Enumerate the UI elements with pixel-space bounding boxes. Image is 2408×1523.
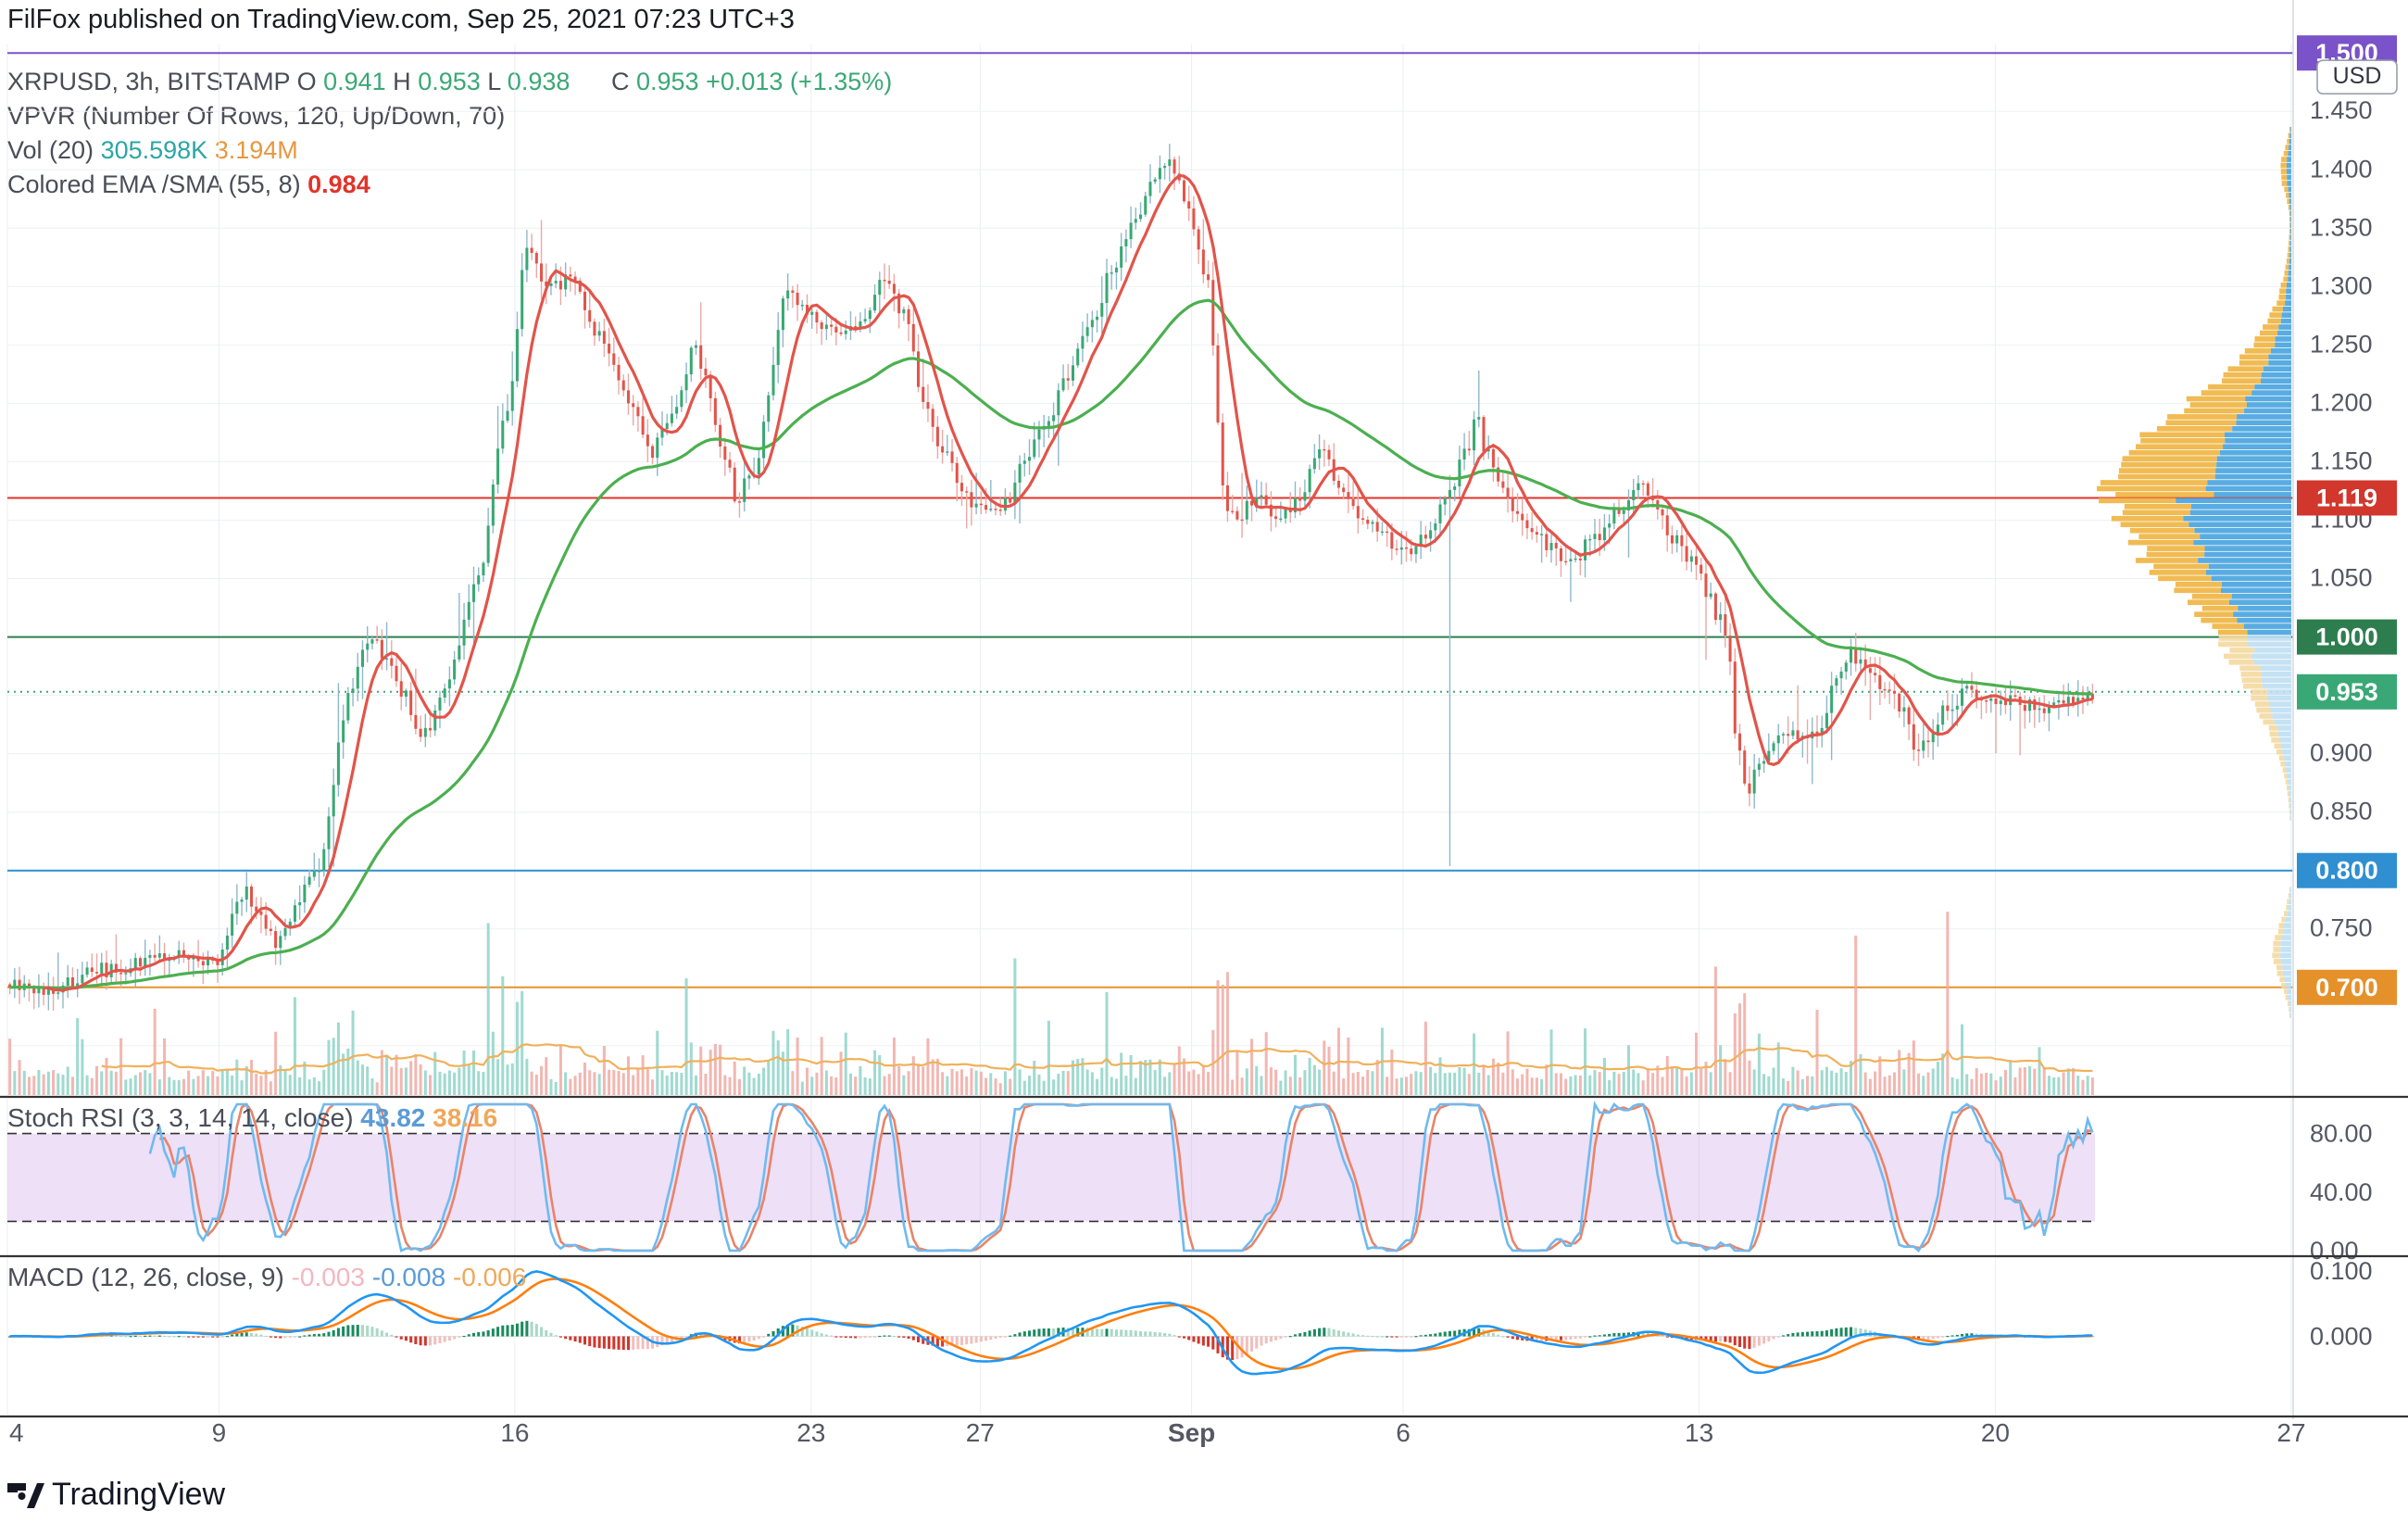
svg-text:XRPUSD, 3h, BITSTAMP O 0.941: XRPUSD, 3h, BITSTAMP O 0.941 H 0.953 L 0… [7,68,570,95]
svg-text:Sep: Sep [1168,1418,1215,1447]
svg-text:40.00: 40.00 [2310,1178,2373,1206]
svg-text:0.000: 0.000 [2310,1323,2373,1351]
svg-text:Vol (20) 305.598K 3.194M: Vol (20) 305.598K 3.194M [7,136,298,164]
svg-text:13: 13 [1685,1418,1713,1447]
svg-text:1.350: 1.350 [2310,213,2373,241]
svg-text:0.900: 0.900 [2310,739,2373,767]
svg-text:0.953: 0.953 [2315,678,2378,706]
svg-text:1.300: 1.300 [2310,271,2373,299]
svg-text:1.000: 1.000 [2315,623,2378,651]
svg-text:C 0.953 +0.013 (+1.35%): C 0.953 +0.013 (+1.35%) [611,68,892,95]
svg-text:9: 9 [212,1418,227,1447]
svg-text:USD: USD [2333,63,2382,89]
svg-text:Colored EMA /SMA (55, 8) 0.98: Colored EMA /SMA (55, 8) 0.984 [7,170,370,198]
svg-text:0.800: 0.800 [2315,857,2378,885]
svg-text:FilFox published on TradingVie: FilFox published on TradingView.com, Sep… [7,5,795,34]
svg-text:27: 27 [2276,1418,2305,1447]
svg-text:6: 6 [1396,1418,1411,1447]
svg-text:4: 4 [9,1418,24,1447]
svg-text:1.119: 1.119 [2316,485,2377,512]
svg-text:Stoch RSI (3, 3, 14, 14, close: Stoch RSI (3, 3, 14, 14, close) 43.82 38… [7,1103,497,1132]
svg-text:1.450: 1.450 [2310,96,2373,124]
svg-text:80.00: 80.00 [2310,1120,2373,1148]
svg-text:0.850: 0.850 [2310,798,2373,825]
svg-text:1.050: 1.050 [2310,564,2373,592]
svg-text:1.250: 1.250 [2310,330,2373,358]
svg-text:23: 23 [796,1418,825,1447]
svg-text:0.700: 0.700 [2315,974,2378,1001]
svg-text:0.750: 0.750 [2310,914,2373,942]
svg-text:1.150: 1.150 [2310,447,2373,474]
svg-text:27: 27 [966,1418,995,1447]
svg-text:16: 16 [500,1418,529,1447]
svg-text:VPVR (Number Of Rows, 120, Up/: VPVR (Number Of Rows, 120, Up/Down, 70) [7,102,505,130]
svg-text:1.400: 1.400 [2310,155,2373,183]
svg-text:MACD (12, 26, close, 9) -0.00: MACD (12, 26, close, 9) -0.003 -0.008 -0… [7,1263,526,1291]
svg-text:1.200: 1.200 [2310,388,2373,416]
svg-text:20: 20 [1981,1418,2010,1447]
svg-text:0.100: 0.100 [2310,1257,2373,1285]
